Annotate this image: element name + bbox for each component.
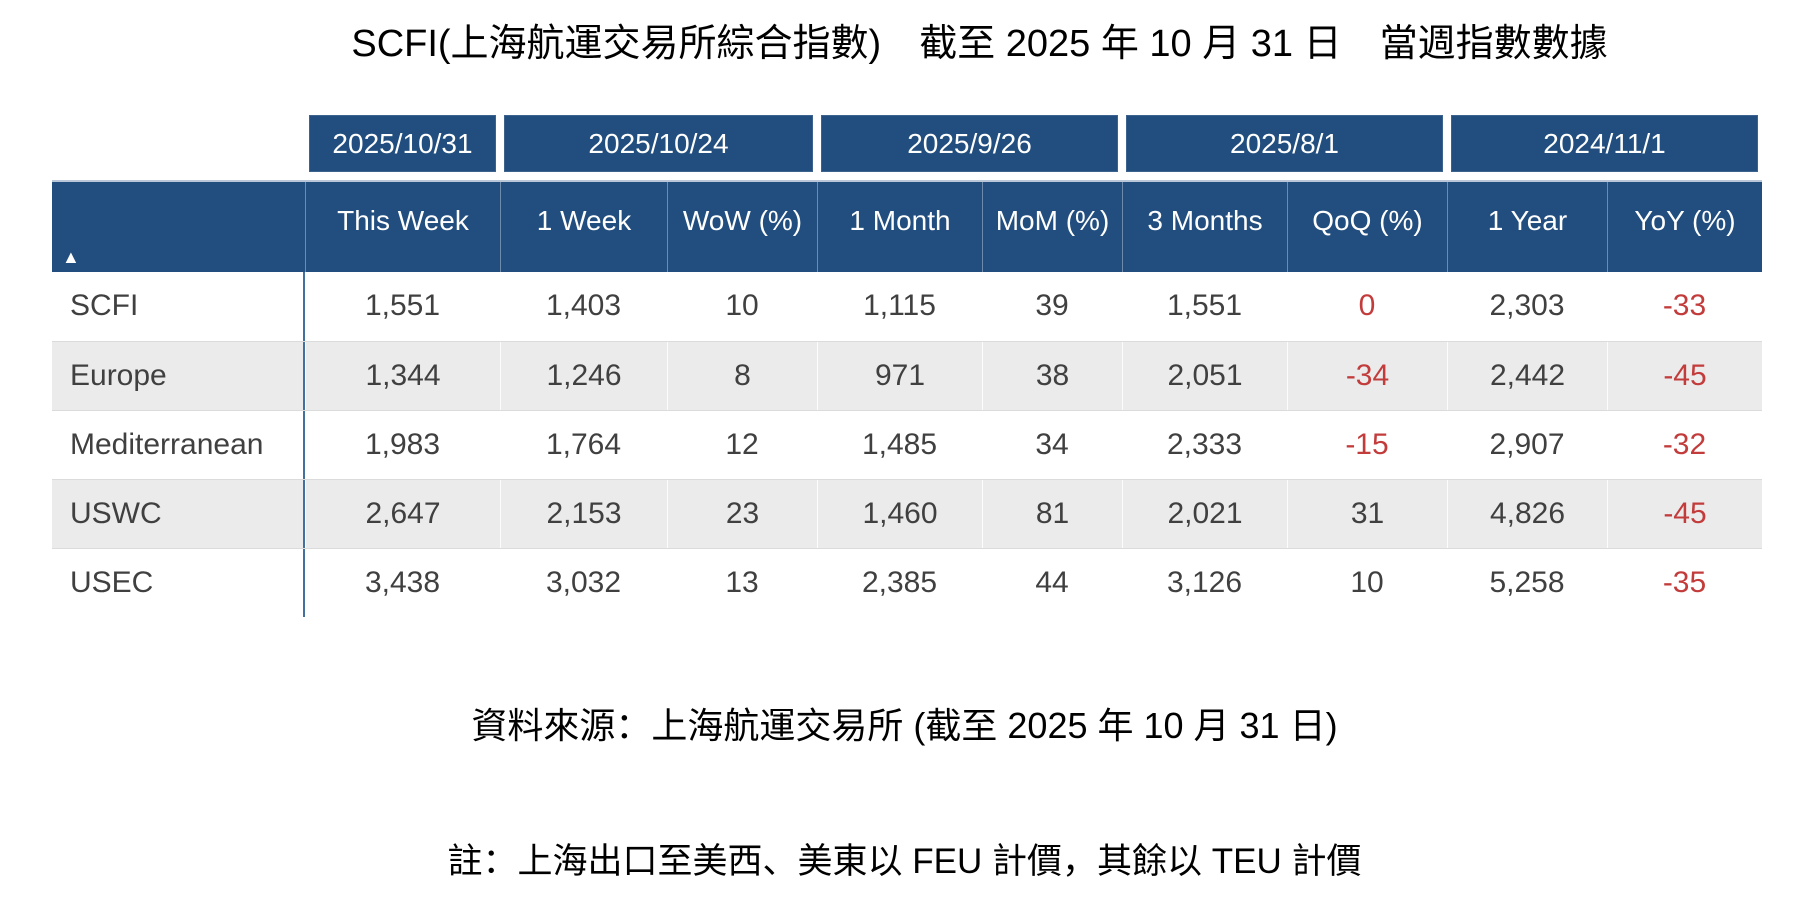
cell-3-months: 2,021 <box>1122 480 1287 548</box>
table-row-mediterranean: Mediterranean 1,983 1,764 12 1,485 34 2,… <box>52 410 1762 479</box>
row-label: Mediterranean <box>52 411 305 479</box>
column-header-wow[interactable]: WoW (%) <box>667 182 817 272</box>
cell-1-week: 3,032 <box>545 566 622 599</box>
cell-mom: 39 <box>1035 289 1069 322</box>
cell-1-year: 5,258 <box>1489 566 1565 599</box>
date-header: 2025/10/31 <box>309 115 496 172</box>
cell-1-month: 1,460 <box>817 480 982 548</box>
table-row-scfi: SCFI 1,551 1,403 10 1,115 39 1,551 0 2,3… <box>52 272 1762 341</box>
cell-1-month: 1,115 <box>863 289 936 322</box>
date-header: 2025/8/1 <box>1126 115 1443 172</box>
cell-wow: 13 <box>725 566 759 599</box>
cell-wow: 12 <box>725 428 759 461</box>
cell-yoy: -35 <box>1662 566 1707 599</box>
table-row-usec: USEC 3,438 3,032 13 2,385 44 3,126 10 5,… <box>52 548 1762 617</box>
cell-3-months: 1,551 <box>1166 289 1243 322</box>
column-header-qoq[interactable]: QoQ (%) <box>1287 182 1447 272</box>
date-header-row: 2025/10/31 2025/10/24 2025/9/26 2025/8/1… <box>52 115 1762 172</box>
column-header-this-week[interactable]: This Week <box>305 182 500 272</box>
cell-1-year: 4,826 <box>1447 480 1607 548</box>
cell-this-week: 1,551 <box>364 289 441 322</box>
cell-this-week: 3,438 <box>364 566 441 599</box>
cell-mom: 38 <box>982 342 1122 410</box>
cell-qoq: -15 <box>1345 428 1389 461</box>
cell-mom: 81 <box>982 480 1122 548</box>
cell-qoq: -34 <box>1287 342 1447 410</box>
row-label: USWC <box>52 480 305 548</box>
column-header-1-month[interactable]: 1 Month <box>817 182 982 272</box>
cell-1-year: 2,442 <box>1447 342 1607 410</box>
cell-this-week: 1,983 <box>364 428 441 461</box>
cell-yoy: -33 <box>1662 289 1707 322</box>
row-label: USEC <box>52 549 305 617</box>
column-header-1-week[interactable]: 1 Week <box>500 182 667 272</box>
column-header-route[interactable]: ▲ <box>52 182 305 272</box>
cell-yoy: -45 <box>1607 480 1762 548</box>
cell-qoq: 0 <box>1358 289 1376 322</box>
cell-wow: 10 <box>725 289 759 322</box>
cell-1-month: 1,485 <box>861 428 938 461</box>
date-header: 2024/11/1 <box>1451 115 1758 172</box>
column-header-1-year[interactable]: 1 Year <box>1447 182 1607 272</box>
cell-1-week: 1,246 <box>500 342 667 410</box>
cell-1-month: 971 <box>817 342 982 410</box>
footnote: 註：上海出口至美西、美東以 FEU 計價，其餘以 TEU 計價 <box>447 842 1362 881</box>
cell-qoq: 31 <box>1287 480 1447 548</box>
column-header-mom[interactable]: MoM (%) <box>982 182 1122 272</box>
cell-1-week: 1,403 <box>545 289 622 322</box>
cell-this-week: 1,344 <box>305 342 500 410</box>
cell-1-month: 2,385 <box>861 566 938 599</box>
column-header-yoy[interactable]: YoY (%) <box>1607 182 1762 272</box>
row-label: SCFI <box>52 272 305 341</box>
source-caption: 資料來源：上海航運交易所 (截至 2025 年 10 月 31 日) <box>471 705 1338 746</box>
row-label: Europe <box>52 342 305 410</box>
sort-ascending-icon[interactable]: ▲ <box>62 247 80 267</box>
cell-this-week: 2,647 <box>305 480 500 548</box>
cell-1-year: 2,303 <box>1489 289 1565 322</box>
cell-yoy: -45 <box>1607 342 1762 410</box>
cell-3-months: 3,126 <box>1166 566 1243 599</box>
cell-1-year: 2,907 <box>1489 428 1565 461</box>
cell-1-week: 2,153 <box>500 480 667 548</box>
column-header-row: ▲ This Week 1 Week WoW (%) 1 Month MoM (… <box>52 180 1762 272</box>
date-header: 2025/10/24 <box>504 115 813 172</box>
cell-qoq: 10 <box>1350 566 1384 599</box>
cell-mom: 44 <box>1035 566 1069 599</box>
cell-wow: 23 <box>667 480 817 548</box>
cell-wow: 8 <box>667 342 817 410</box>
cell-3-months: 2,051 <box>1122 342 1287 410</box>
page-title: SCFI(上海航運交易所綜合指數) 截至 2025 年 10 月 31 日 當週… <box>351 23 1608 65</box>
table-row-uswc: USWC 2,647 2,153 23 1,460 81 2,021 31 4,… <box>52 479 1762 548</box>
table-row-europe: Europe 1,344 1,246 8 971 38 2,051 -34 2,… <box>52 341 1762 410</box>
column-header-3-months[interactable]: 3 Months <box>1122 182 1287 272</box>
cell-3-months: 2,333 <box>1166 428 1243 461</box>
cell-yoy: -32 <box>1662 428 1707 461</box>
cell-1-week: 1,764 <box>545 428 622 461</box>
date-header: 2025/9/26 <box>821 115 1118 172</box>
cell-mom: 34 <box>1035 428 1069 461</box>
scfi-table: 2025/10/31 2025/10/24 2025/9/26 2025/8/1… <box>52 115 1762 617</box>
